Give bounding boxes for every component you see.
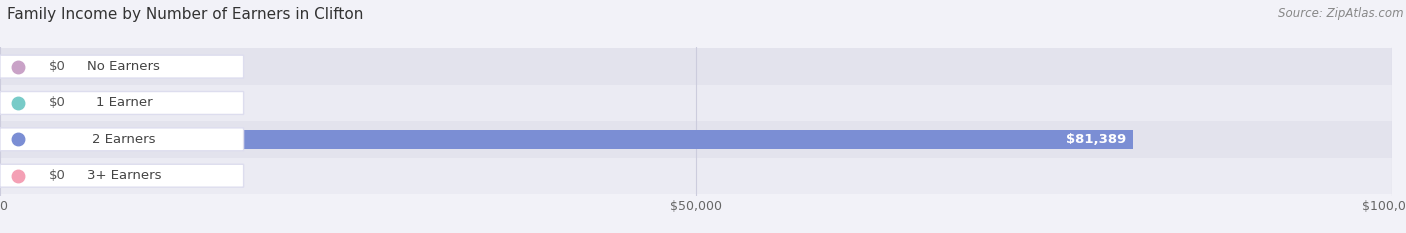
Text: 3+ Earners: 3+ Earners xyxy=(87,169,162,182)
Text: No Earners: No Earners xyxy=(87,60,160,73)
Bar xyxy=(0,85,1392,121)
Bar xyxy=(0,57,39,76)
Bar xyxy=(0,166,39,185)
FancyBboxPatch shape xyxy=(0,55,243,78)
FancyBboxPatch shape xyxy=(0,164,243,187)
Text: Source: ZipAtlas.com: Source: ZipAtlas.com xyxy=(1278,7,1403,20)
Bar xyxy=(0,158,1392,194)
Text: $0: $0 xyxy=(49,60,66,73)
Text: $0: $0 xyxy=(49,169,66,182)
Bar xyxy=(0,121,1392,158)
FancyBboxPatch shape xyxy=(0,128,243,151)
FancyBboxPatch shape xyxy=(0,92,243,114)
Bar xyxy=(0,48,1392,85)
Text: 1 Earner: 1 Earner xyxy=(96,96,152,110)
Text: $0: $0 xyxy=(49,96,66,110)
Text: $81,389: $81,389 xyxy=(1066,133,1126,146)
Bar xyxy=(0,93,39,113)
Text: Family Income by Number of Earners in Clifton: Family Income by Number of Earners in Cl… xyxy=(7,7,363,22)
Text: 2 Earners: 2 Earners xyxy=(93,133,156,146)
Bar xyxy=(0,130,1133,149)
